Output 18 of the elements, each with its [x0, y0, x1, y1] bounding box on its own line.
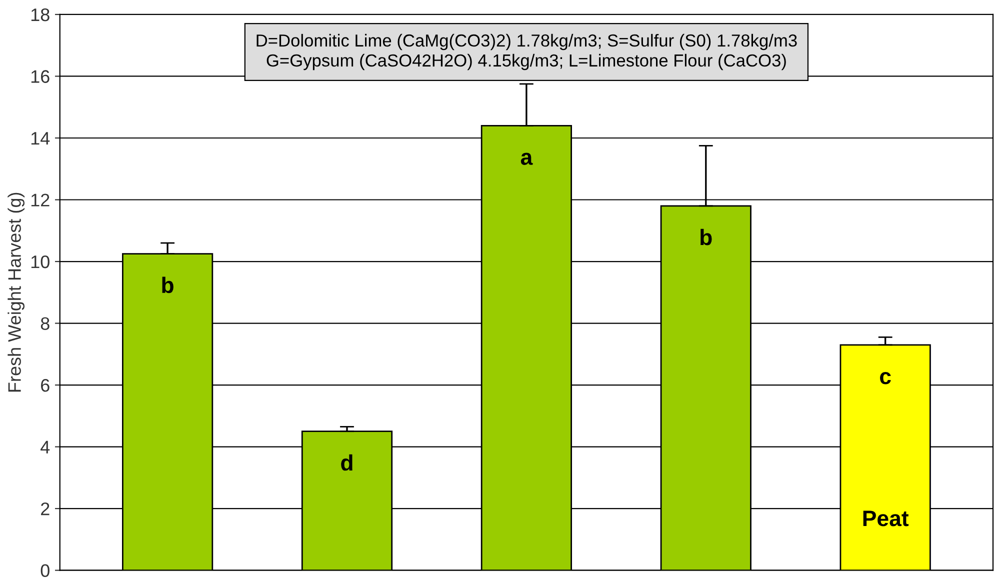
annotation: c: [880, 372, 891, 384]
y-tick-label: 18: [31, 8, 50, 22]
y-tick-label: 16: [31, 70, 50, 83]
y-tick-label: 2: [41, 502, 50, 516]
annotation: b: [700, 228, 712, 246]
annotation: a: [520, 152, 533, 165]
y-tick-label: 4: [40, 440, 50, 454]
y-tick-label: 6: [41, 378, 50, 392]
y-tick-label: 14: [31, 132, 50, 145]
annotation: d: [341, 454, 352, 471]
annotation: b: [162, 276, 174, 294]
y-tick-label: 10: [31, 255, 50, 268]
y-tick-label: 8: [40, 317, 50, 330]
y-tick-label: 0: [40, 564, 50, 578]
y-axis-title: Fresh Weight Harvest (g): [8, 192, 25, 392]
annotation: D=Dolomitic Lime (CaMg(CO3)2) 1.78kg/m3; S=Sulfur (S0) 1.78kg/m3 G=Gypsum (CaSO42H2O) 4.15kg/m3; L=Limestone Flour (CaCO3): [256, 34, 797, 70]
y-tick-label: 12: [31, 194, 50, 206]
annotation: Peat: [863, 510, 909, 526]
